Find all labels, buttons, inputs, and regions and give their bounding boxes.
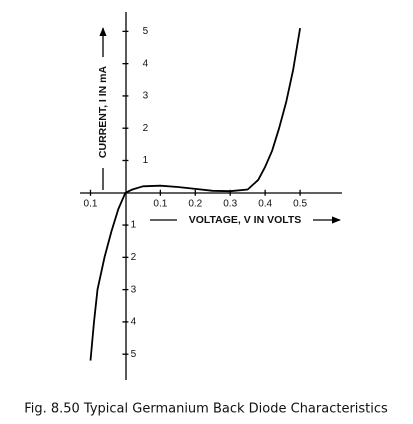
y-tick-label: 5 xyxy=(143,26,149,37)
x-tick-label: 0.2 xyxy=(188,198,202,209)
y-tick-label: 5 xyxy=(131,349,137,360)
x-axis-label: VOLTAGE, V IN VOLTS xyxy=(189,214,302,226)
x-tick-label: 0.4 xyxy=(258,198,272,209)
x-tick-label: 0.3 xyxy=(223,198,237,209)
y-tick-label: 3 xyxy=(143,91,149,102)
y-tick-label: 4 xyxy=(143,58,149,69)
x-tick-label: 0.5 xyxy=(293,198,307,209)
curve xyxy=(89,27,301,361)
y-tick-label: 2 xyxy=(143,123,149,134)
y-tick-label: 4 xyxy=(131,317,137,328)
x-tick-label: 0.1 xyxy=(153,198,167,209)
y-tick-label: 1 xyxy=(131,220,137,231)
caption: Fig. 8.50 Typical Germanium Back Diode C… xyxy=(24,402,388,417)
y-axis-label: CURRENT, I IN mA xyxy=(97,66,109,159)
y-tick-label: 1 xyxy=(143,155,149,166)
x-tick-label: 0.1 xyxy=(84,198,98,209)
y-tick-label: 2 xyxy=(131,252,137,263)
y-tick-label: 3 xyxy=(131,284,137,295)
